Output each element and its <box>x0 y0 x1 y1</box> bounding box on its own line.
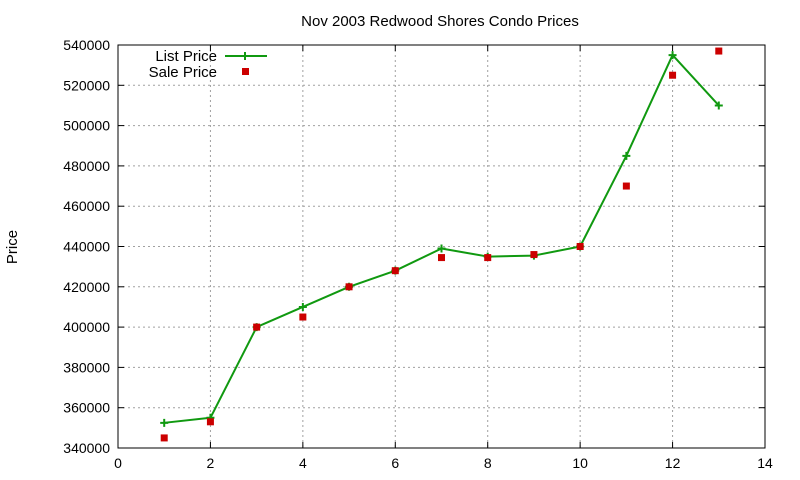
sale-price-point <box>345 283 353 291</box>
x-tick-label: 2 <box>207 455 215 471</box>
axis-ticks <box>117 44 766 449</box>
sale-price-point <box>715 47 723 55</box>
y-tick-labels: 340000 360000 380000 400000 420000 440000 4600… <box>63 37 110 456</box>
legend-marker-list-price <box>241 52 249 60</box>
x-tick-label: 6 <box>391 455 399 471</box>
legend-label-sale-price: Sale Price <box>149 64 217 81</box>
series-layer <box>160 47 723 442</box>
list-price-point <box>714 101 723 110</box>
legend-label-list-price: List Price <box>155 48 217 65</box>
x-tick-label: 10 <box>572 455 588 471</box>
legend-marker-sale-price <box>242 68 249 75</box>
x-tick-labels: 0 2 4 6 8 10 12 14 <box>114 455 773 471</box>
y-tick-label: 540000 <box>63 37 110 53</box>
y-tick-label: 360000 <box>63 400 110 416</box>
list-price-point <box>622 151 631 160</box>
list-price-point <box>160 418 169 427</box>
chart-title: Nov 2003 Redwood Shores Condo Prices <box>301 13 579 30</box>
sale-price-point <box>576 243 584 250</box>
series-line-list-price <box>164 54 720 424</box>
sale-price-point <box>622 182 630 190</box>
y-tick-label: 520000 <box>63 77 110 93</box>
series-0 <box>160 51 723 427</box>
sale-price-point <box>206 418 214 426</box>
sale-price-point <box>391 267 399 275</box>
sale-price-point <box>160 434 168 442</box>
sale-price-point <box>484 254 492 262</box>
y-tick-label: 380000 <box>63 359 110 375</box>
sale-price-point <box>669 71 677 79</box>
x-tick-label: 8 <box>484 455 492 471</box>
sale-price-point <box>438 254 445 262</box>
series-1 <box>160 47 723 442</box>
y-tick-label: 340000 <box>63 440 110 456</box>
y-axis-label: Price <box>4 230 21 264</box>
grid <box>118 45 765 448</box>
y-tick-label: 400000 <box>63 319 110 335</box>
y-tick-label: 460000 <box>63 198 110 214</box>
list-price-point <box>668 51 677 60</box>
list-price-point <box>437 244 446 253</box>
y-tick-label: 500000 <box>63 118 110 134</box>
list-price-point <box>298 302 307 311</box>
legend: List Price Sale Price <box>149 48 267 81</box>
x-tick-label: 4 <box>299 455 307 471</box>
sale-price-point <box>253 323 261 331</box>
y-tick-label: 440000 <box>63 239 110 255</box>
x-tick-label: 14 <box>757 455 773 471</box>
y-tick-label: 480000 <box>63 158 110 174</box>
x-tick-label: 12 <box>665 455 681 471</box>
sale-price-point <box>299 313 307 321</box>
y-tick-label: 420000 <box>63 279 110 295</box>
sale-price-point <box>530 251 538 259</box>
x-tick-label: 0 <box>114 455 122 471</box>
